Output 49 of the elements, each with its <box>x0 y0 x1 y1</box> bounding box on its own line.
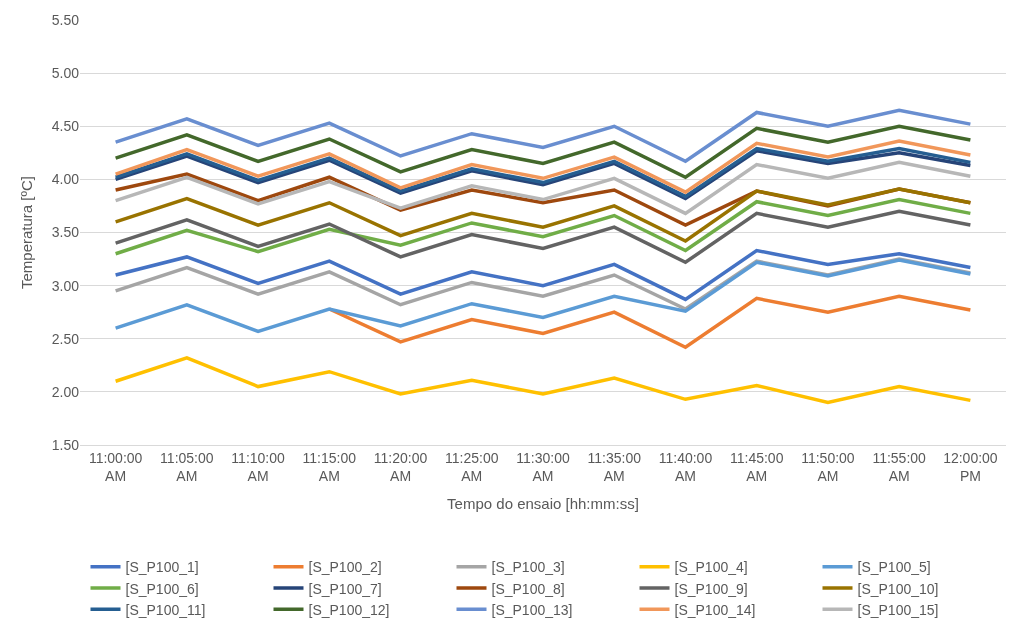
y-tick-label: 3.50 <box>51 224 80 241</box>
x-tick-label: 11:55:00 AM <box>872 449 927 484</box>
legend-label: [S_P100_5] <box>857 559 931 576</box>
y-tick-label: 1.50 <box>51 436 80 453</box>
x-tick-label: 11:20:00 AM <box>373 449 428 484</box>
x-tick-label: 12:00:00 PM <box>943 449 998 484</box>
line-series <box>113 124 973 179</box>
legend-label: [S_P100_13] <box>491 601 573 618</box>
legend-label: [S_P100_1] <box>125 559 199 576</box>
legend-label: [S_P100_3] <box>491 559 565 576</box>
line-series <box>113 139 973 194</box>
legend-label: [S_P100_6] <box>125 580 199 597</box>
legend-label: [S_P100_11] <box>125 601 206 618</box>
x-tick-label: 11:25:00 AM <box>445 449 499 484</box>
line-series <box>113 258 973 334</box>
legend-label: [S_P100_4] <box>674 559 748 576</box>
x-tick-label: 11:35:00 AM <box>587 449 642 484</box>
line-series <box>113 248 973 302</box>
legend-label: [S_P100_9] <box>674 580 748 597</box>
y-axis-title: Temperatura [ºC] <box>18 175 35 290</box>
legend-label: [S_P100_12] <box>308 601 390 618</box>
y-tick-label: 4.00 <box>51 171 80 188</box>
line-series <box>113 197 973 256</box>
legend-label: [S_P100_14] <box>674 601 756 618</box>
x-axis-title: Tempo do ensaio [hh:mm:ss] <box>447 495 639 512</box>
x-tick-label: 11:45:00 AM <box>729 449 784 484</box>
legend-label: [S_P100_8] <box>491 580 565 597</box>
y-tick-label: 5.00 <box>51 65 80 82</box>
y-tick-label: 4.50 <box>51 118 80 135</box>
line-series <box>113 187 973 243</box>
line-series <box>113 209 973 264</box>
y-tick-label: 2.00 <box>51 383 80 400</box>
x-tick-label: 11:30:00 AM <box>516 449 570 484</box>
legend-label: [S_P100_10] <box>857 580 939 597</box>
x-tick-label: 11:40:00 AM <box>658 449 713 484</box>
x-tick-label: 11:10:00 AM <box>231 449 286 484</box>
y-tick-label: 3.00 <box>51 277 80 294</box>
legend-label: [S_P100_7] <box>308 580 382 597</box>
legend-label: [S_P100_15] <box>857 601 939 618</box>
y-tick-label: 2.50 <box>51 330 80 347</box>
line-series <box>113 108 973 164</box>
x-tick-label: 11:05:00 AM <box>160 449 214 484</box>
y-tick-label: 5.50 <box>51 11 80 28</box>
x-tick-label: 11:50:00 AM <box>801 449 855 484</box>
x-tick-label: 11:15:00 AM <box>302 449 357 484</box>
line-series <box>113 160 973 216</box>
line-series <box>113 356 973 405</box>
legend-label: [S_P100_2] <box>308 559 382 576</box>
x-tick-label: 11:00:00 AM <box>88 449 143 484</box>
